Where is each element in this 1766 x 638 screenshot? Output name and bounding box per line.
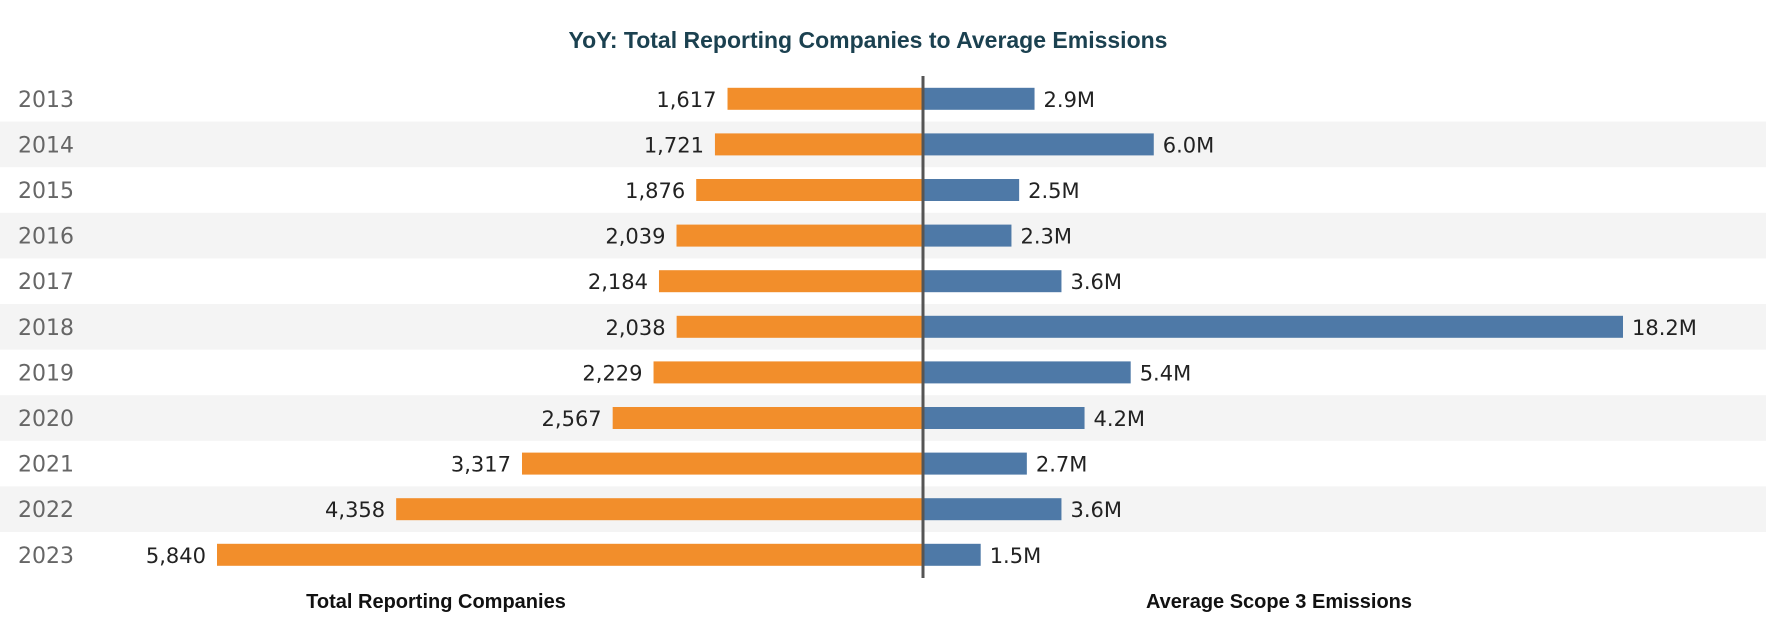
bar-reporting-companies — [727, 87, 923, 110]
data-label-reporting-companies: 1,617 — [656, 88, 716, 112]
bar-scope3-emissions — [923, 452, 1027, 475]
bar-scope3-emissions — [923, 361, 1131, 384]
bar-scope3-emissions — [923, 224, 1012, 247]
bar-reporting-companies — [676, 315, 923, 338]
bar-reporting-companies — [396, 498, 924, 521]
year-label: 2023 — [18, 544, 74, 569]
bar-scope3-emissions — [923, 179, 1020, 201]
data-label-scope3-emissions: 2.9M — [1044, 88, 1096, 112]
bar-reporting-companies — [658, 270, 923, 293]
bar-scope3-emissions — [923, 270, 1062, 293]
data-label-scope3-emissions: 1.5M — [990, 544, 1042, 568]
data-label-scope3-emissions: 18.2M — [1632, 316, 1697, 340]
bar-reporting-companies — [676, 224, 923, 247]
year-label: 2018 — [18, 316, 74, 341]
year-label: 2020 — [18, 407, 74, 432]
bar-reporting-companies — [522, 452, 923, 475]
data-label-scope3-emissions: 2.3M — [1020, 225, 1072, 249]
data-label-reporting-companies: 5,840 — [146, 544, 206, 568]
bar-scope3-emissions — [923, 133, 1154, 156]
year-label: 2015 — [18, 179, 74, 204]
data-label-reporting-companies: 2,567 — [542, 407, 602, 431]
year-label: 2022 — [18, 498, 74, 523]
year-label: 2021 — [18, 453, 74, 478]
data-label-reporting-companies: 1,876 — [625, 179, 685, 203]
chart-marks: 2013 1,617 2.9M 2014 1,721 6.0M 2015 1,876 2.5M 2… — [18, 87, 1697, 569]
year-label: 2019 — [18, 361, 74, 386]
left-axis-title: Total Reporting Companies — [306, 591, 566, 613]
data-label-reporting-companies: 2,038 — [606, 316, 666, 340]
data-label-reporting-companies: 3,317 — [451, 453, 511, 477]
bar-reporting-companies — [612, 407, 923, 429]
data-label-reporting-companies: 2,184 — [588, 270, 648, 294]
data-label-scope3-emissions: 3.6M — [1070, 498, 1122, 522]
bar-reporting-companies — [653, 361, 923, 384]
bar-reporting-companies — [217, 543, 923, 566]
data-label-scope3-emissions: 2.7M — [1036, 453, 1088, 477]
data-label-reporting-companies: 2,039 — [605, 225, 665, 249]
data-label-scope3-emissions: 2.5M — [1028, 179, 1080, 203]
data-label-reporting-companies: 2,229 — [582, 361, 642, 385]
data-label-scope3-emissions: 5.4M — [1140, 361, 1192, 385]
year-label: 2014 — [18, 133, 74, 158]
data-label-reporting-companies: 1,721 — [644, 133, 704, 157]
bar-scope3-emissions — [923, 87, 1035, 110]
data-label-scope3-emissions: 4.2M — [1094, 407, 1146, 431]
data-label-reporting-companies: 4,358 — [325, 498, 385, 522]
bar-scope3-emissions — [923, 498, 1062, 521]
bar-reporting-companies — [714, 133, 923, 156]
bar-reporting-companies — [696, 179, 923, 201]
bar-scope3-emissions — [923, 315, 1623, 338]
right-axis-title: Average Scope 3 Emissions — [1146, 591, 1412, 613]
chart-title: YoY: Total Reporting Companies to Averag… — [569, 27, 1168, 53]
year-label: 2013 — [18, 88, 74, 113]
year-label: 2017 — [18, 270, 74, 295]
bar-scope3-emissions — [923, 407, 1085, 429]
year-label: 2016 — [18, 225, 74, 250]
data-label-scope3-emissions: 3.6M — [1070, 270, 1122, 294]
data-label-scope3-emissions: 6.0M — [1163, 133, 1215, 157]
bar-scope3-emissions — [923, 543, 981, 566]
